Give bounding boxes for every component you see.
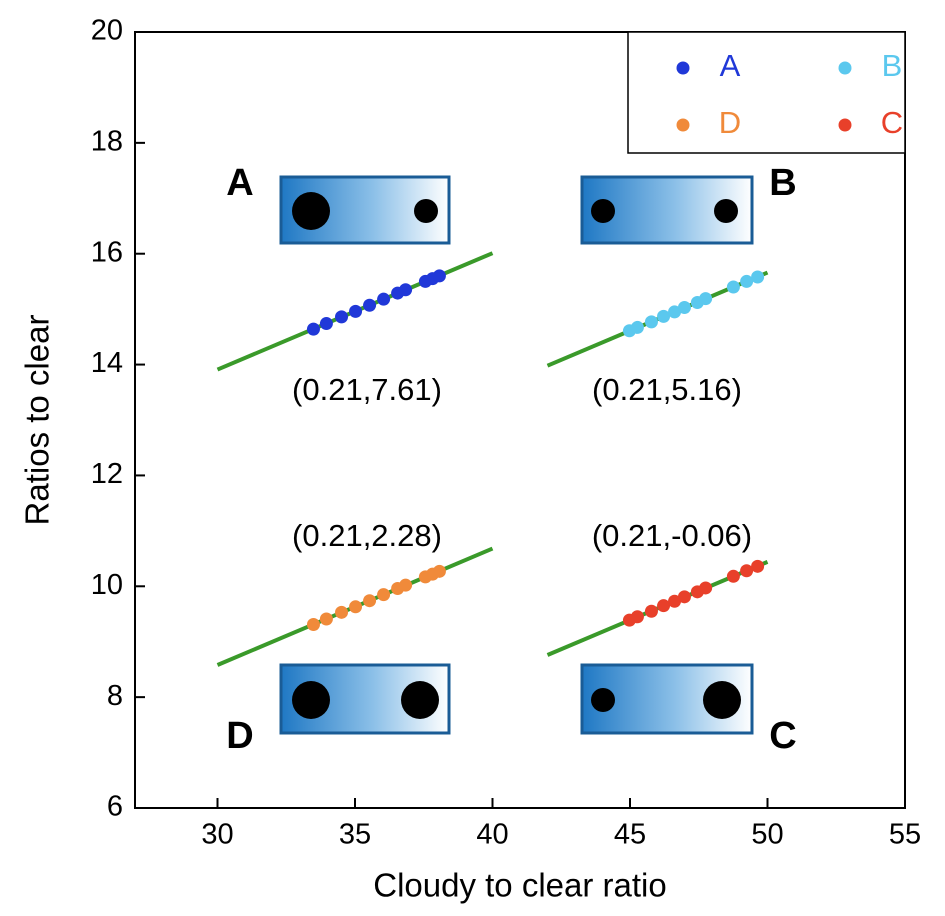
y-tick-label: 10 (91, 569, 123, 601)
legend-marker (838, 61, 852, 75)
x-tick-label: 35 (339, 819, 371, 851)
point (363, 594, 377, 608)
point (677, 300, 691, 314)
point (349, 304, 363, 318)
annotation: (0.21,7.61) (292, 372, 442, 407)
point (377, 588, 391, 602)
legend-label: C (881, 105, 903, 140)
annotation: (0.21,-0.06) (592, 518, 752, 553)
legend-label: B (882, 48, 903, 83)
point (677, 590, 691, 604)
point (377, 292, 391, 306)
legend-box (627, 31, 906, 154)
point (657, 599, 671, 613)
diagram-a (279, 175, 451, 245)
point (335, 310, 349, 324)
y-tick-label: 18 (91, 126, 123, 158)
diagram-b (580, 175, 754, 245)
panel-label: A (226, 162, 253, 204)
point (319, 317, 333, 331)
point (740, 564, 754, 578)
point (306, 322, 320, 336)
plot-frame (134, 31, 906, 809)
annotation: (0.21,2.28) (292, 518, 442, 553)
point (657, 309, 671, 323)
point (319, 612, 333, 626)
x-tick-label: 30 (201, 819, 233, 851)
annotation: (0.21,5.16) (592, 372, 742, 407)
point (740, 274, 754, 288)
point (668, 305, 682, 319)
point (668, 594, 682, 608)
point (335, 605, 349, 619)
x-tick-label: 40 (476, 819, 508, 851)
point (726, 569, 740, 583)
diagram-c (580, 663, 754, 735)
point (349, 600, 363, 614)
y-axis-title: Ratios to clear (19, 315, 56, 526)
y-tick-label: 20 (91, 15, 123, 47)
point (726, 280, 740, 294)
panel-label: D (226, 715, 253, 757)
y-tick-label: 8 (107, 680, 123, 712)
point (363, 298, 377, 312)
point (399, 283, 413, 297)
point (751, 559, 765, 573)
point (306, 618, 320, 632)
x-tick-label: 50 (751, 819, 783, 851)
y-tick-label: 16 (91, 236, 123, 268)
point (751, 270, 765, 284)
x-axis-title: Cloudy to clear ratio (373, 867, 666, 904)
legend-marker (676, 118, 690, 132)
legend-marker (838, 118, 852, 132)
point (699, 581, 713, 595)
point (432, 564, 446, 578)
point (644, 315, 658, 329)
point (630, 610, 644, 624)
legend-label: D (719, 105, 741, 140)
legend-marker (676, 61, 690, 75)
x-tick-label: 55 (889, 819, 921, 851)
panel-label: C (769, 715, 796, 757)
point (399, 578, 413, 592)
x-tick-label: 45 (614, 819, 646, 851)
panel-label: B (769, 162, 796, 204)
y-tick-label: 6 (107, 791, 123, 823)
y-tick-label: 14 (91, 347, 123, 379)
legend-label: A (720, 48, 741, 83)
point (432, 269, 446, 283)
point (644, 604, 658, 618)
point (630, 320, 644, 334)
y-tick-label: 12 (91, 458, 123, 490)
point (699, 292, 713, 306)
legend: A B D C (627, 31, 906, 154)
diagram-d (279, 663, 451, 735)
